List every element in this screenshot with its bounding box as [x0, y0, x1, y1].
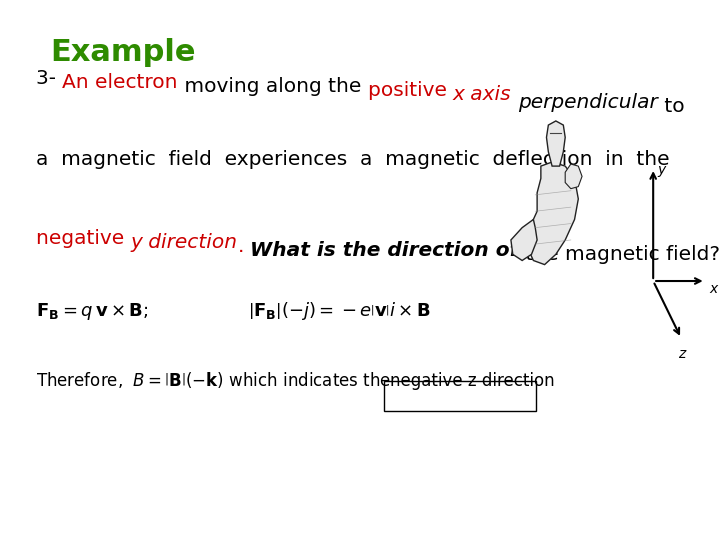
Text: Therefore,  $B = \left|\mathbf{B}\right|(-\mathbf{k})$ which indicates the: Therefore, $B = \left|\mathbf{B}\right|(… [36, 370, 391, 390]
Text: $x$: $x$ [709, 282, 720, 296]
Text: to: to [658, 97, 685, 116]
Text: $z$: $z$ [678, 347, 688, 361]
Text: negative: negative [36, 229, 130, 248]
Text: 3-: 3- [36, 69, 63, 87]
Polygon shape [565, 164, 582, 188]
Text: An electron: An electron [63, 73, 178, 92]
Text: .: . [238, 237, 251, 256]
Polygon shape [546, 121, 565, 166]
Text: positive: positive [368, 80, 453, 100]
Text: $y$: $y$ [657, 164, 667, 179]
Text: the magnetic field?: the magnetic field? [518, 245, 720, 264]
Text: x axis: x axis [453, 85, 512, 104]
Text: negative z direction: negative z direction [390, 372, 554, 390]
Text: perpendicular: perpendicular [518, 93, 658, 112]
Text: a  magnetic  field  experiences  a  magnetic  deflection  in  the: a magnetic field experiences a magnetic … [36, 150, 670, 168]
Text: moving along the: moving along the [178, 77, 368, 96]
Polygon shape [528, 162, 578, 265]
Text: Example: Example [50, 38, 196, 67]
Polygon shape [511, 219, 537, 260]
Text: y direction: y direction [130, 233, 238, 252]
Text: $\left|\mathbf{F_B}\right|(-j) = -e\left|\mathbf{v}\right|i \times \mathbf{B}$: $\left|\mathbf{F_B}\right|(-j) = -e\left… [248, 300, 431, 322]
Text: What is the direction of: What is the direction of [251, 241, 518, 260]
Text: $\mathbf{F_B} = q\,\mathbf{v} \times \mathbf{B}$;: $\mathbf{F_B} = q\,\mathbf{v} \times \ma… [36, 301, 148, 322]
